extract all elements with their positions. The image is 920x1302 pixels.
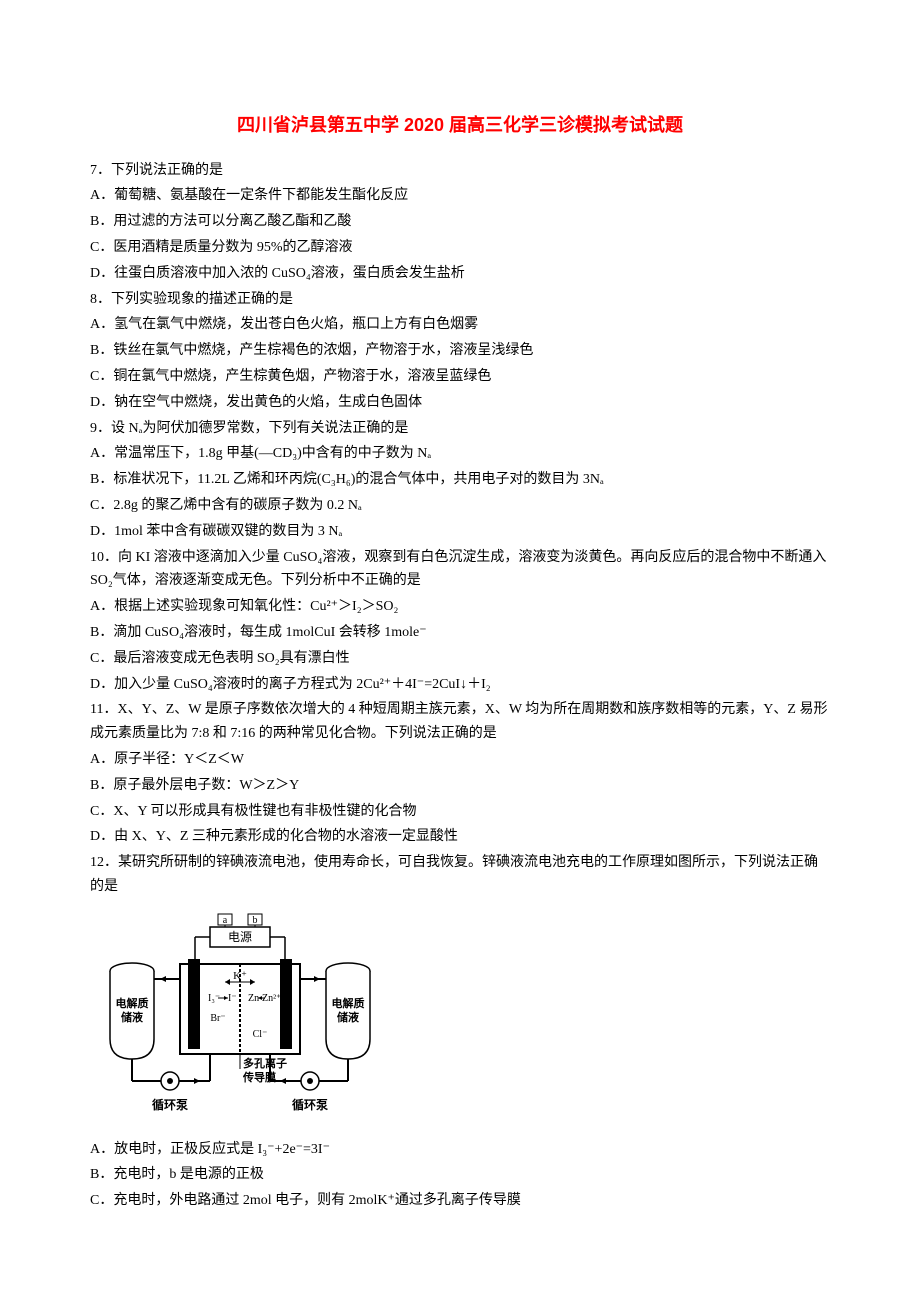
diagram-k-plus: K⁺ bbox=[233, 970, 247, 982]
q10-option-a: A．根据上述实验现象可知氧化性：Cu²⁺＞I₂＞SO₂ bbox=[90, 595, 830, 619]
diagram-cl-minus: Cl⁻ bbox=[253, 1029, 268, 1040]
q7-option-d: D．往蛋白质溶液中加入浓的 CuSO₄溶液，蛋白质会发生盐析 bbox=[90, 262, 830, 286]
q8-option-b: B．铁丝在氯气中燃烧，产生棕褐色的浓烟，产物溶于水，溶液呈浅绿色 bbox=[90, 339, 830, 363]
q12-option-a: A．放电时，正极反应式是 I₃⁻+2e⁻=3I⁻ bbox=[90, 1138, 830, 1162]
q8-option-d: D．钠在空气中燃烧，发出黄色的火焰，生成白色固体 bbox=[90, 391, 830, 415]
q10-option-c: C．最后溶液变成无色表明 SO₂具有漂白性 bbox=[90, 647, 830, 671]
diagram-left-tank-l1: 电解质 bbox=[116, 996, 149, 1010]
diagram-right-pump: 循环泵 bbox=[292, 1097, 328, 1112]
diagram-left-tank-l2: 储液 bbox=[121, 1010, 144, 1024]
q7-option-a: A．葡萄糖、氨基酸在一定条件下都能发生酯化反应 bbox=[90, 184, 830, 208]
q9-stem: 9．设 Nₐ为阿伏加德罗常数，下列有关说法正确的是 bbox=[90, 417, 830, 441]
battery-diagram: 电源 a b K⁺ I₃⁻ I⁻ Zn Zn²⁺ Br⁻ Cl⁻ bbox=[100, 909, 830, 1128]
q11-option-c: C．X、Y 可以形成具有极性键也有非极性键的化合物 bbox=[90, 800, 830, 824]
q12-option-b: B．充电时，b 是电源的正极 bbox=[90, 1163, 830, 1187]
diagram-membrane-l2: 传导膜 bbox=[242, 1070, 276, 1084]
q7-option-c: C．医用酒精是质量分数为 95%的乙醇溶液 bbox=[90, 236, 830, 260]
q11-option-b: B．原子最外层电子数：W＞Z＞Y bbox=[90, 774, 830, 798]
q12-option-c: C．充电时，外电路通过 2mol 电子，则有 2molK⁺通过多孔离子传导膜 bbox=[90, 1189, 830, 1213]
diagram-i-minus: I⁻ bbox=[228, 993, 237, 1004]
diagram-membrane-l1: 多孔离子 bbox=[243, 1056, 287, 1070]
q8-option-c: C．铜在氯气中燃烧，产生棕黄色烟，产物溶于水，溶液呈蓝绿色 bbox=[90, 365, 830, 389]
q11-option-a: A．原子半径：Y＜Z＜W bbox=[90, 748, 830, 772]
q7-stem: 7．下列说法正确的是 bbox=[90, 159, 830, 183]
q9-option-b: B．标准状况下，11.2L 乙烯和环丙烷(C₃H₆)的混合气体中，共用电子对的数… bbox=[90, 468, 830, 492]
q10-option-d: D．加入少量 CuSO₄溶液时的离子方程式为 2Cu²⁺＋4I⁻=2CuI↓＋I… bbox=[90, 673, 830, 697]
q10-stem: 10．向 KI 溶液中逐滴加入少量 CuSO₄溶液，观察到有白色沉淀生成，溶液变… bbox=[90, 546, 830, 594]
diagram-br-minus: Br⁻ bbox=[210, 1013, 225, 1024]
diagram-zn: Zn bbox=[248, 993, 259, 1004]
q11-stem: 11．X、Y、Z、W 是原子序数依次增大的 4 种短周期主族元素，X、W 均为所… bbox=[90, 698, 830, 746]
page-title: 四川省泸县第五中学 2020 届高三化学三诊模拟考试试题 bbox=[90, 110, 830, 141]
q10-option-b: B．滴加 CuSO₄溶液时，每生成 1molCuI 会转移 1mole⁻ bbox=[90, 621, 830, 645]
diagram-a-label: a bbox=[223, 915, 228, 926]
diagram-power-label: 电源 bbox=[228, 930, 252, 944]
diagram-right-tank-l2: 储液 bbox=[337, 1010, 360, 1024]
diagram-b-label: b bbox=[253, 915, 258, 926]
q9-option-d: D．1mol 苯中含有碳碳双键的数目为 3 Nₐ bbox=[90, 520, 830, 544]
diagram-right-tank-l1: 电解质 bbox=[332, 996, 365, 1010]
q8-stem: 8．下列实验现象的描述正确的是 bbox=[90, 288, 830, 312]
q7-option-b: B．用过滤的方法可以分离乙酸乙酯和乙酸 bbox=[90, 210, 830, 234]
q8-option-a: A．氢气在氯气中燃烧，发出苍白色火焰，瓶口上方有白色烟雾 bbox=[90, 313, 830, 337]
q12-stem: 12．某研究所研制的锌碘液流电池，使用寿命长，可自我恢复。锌碘液流电池充电的工作… bbox=[90, 851, 830, 899]
q9-option-a: A．常温常压下，1.8g 甲基(—CD₃)中含有的中子数为 Nₐ bbox=[90, 442, 830, 466]
q11-option-d: D．由 X、Y、Z 三种元素形成的化合物的水溶液一定显酸性 bbox=[90, 825, 830, 849]
q9-option-c: C．2.8g 的聚乙烯中含有的碳原子数为 0.2 Nₐ bbox=[90, 494, 830, 518]
diagram-left-pump: 循环泵 bbox=[152, 1097, 188, 1112]
